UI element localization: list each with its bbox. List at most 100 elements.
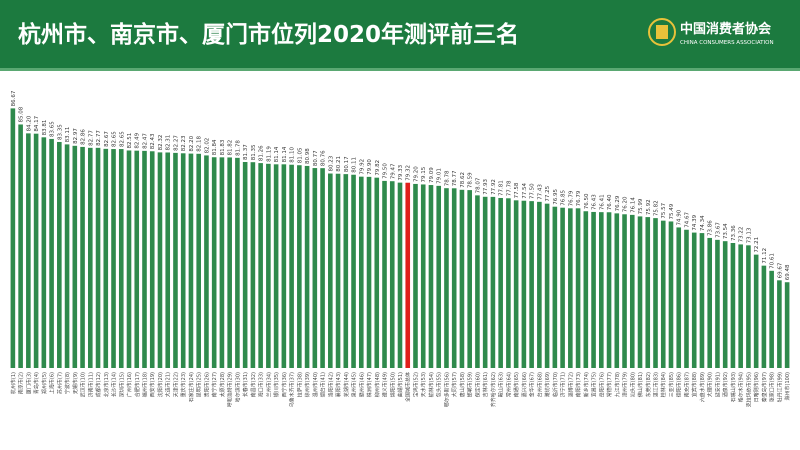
x-tick-label: 烟台市(41) <box>320 372 327 397</box>
x-tick-label: 宁波市(8) <box>64 372 71 394</box>
bar <box>606 212 612 368</box>
x-tick-label: 福州市(18) <box>141 372 148 397</box>
x-tick-label: 鄂尔多斯市(56) <box>443 372 450 407</box>
bar <box>660 220 666 368</box>
bar <box>583 211 589 368</box>
bar <box>180 153 186 368</box>
bar <box>118 149 124 368</box>
bar <box>95 147 101 368</box>
bar <box>258 163 263 368</box>
x-tick-label: 洛阳市(42) <box>327 372 334 397</box>
x-tick-label: 昆明市(25) <box>196 372 203 397</box>
bar <box>784 282 790 368</box>
bar <box>266 163 271 368</box>
value-label: 79.33 <box>398 164 404 180</box>
x-tick-label: 滁州市(100) <box>784 372 791 400</box>
x-tick-label: 海口市(33) <box>258 372 265 397</box>
value-label: 73.13 <box>746 227 752 243</box>
value-label: 79.01 <box>437 168 443 184</box>
bar <box>645 217 651 368</box>
bar <box>498 197 503 368</box>
value-label: 82.67 <box>104 131 110 147</box>
bar <box>211 157 217 368</box>
value-label: 73.36 <box>731 225 737 241</box>
bar <box>506 198 511 368</box>
bar <box>242 161 248 368</box>
value-label: 73.67 <box>715 222 721 238</box>
bar <box>436 185 442 368</box>
value-label: 81.05 <box>297 147 303 163</box>
x-tick-label: 临沂市(70) <box>552 372 559 397</box>
value-label: 82.32 <box>158 135 164 151</box>
bar <box>227 157 232 368</box>
value-label: 82.43 <box>150 133 156 149</box>
x-tick-label: 榆林市(54) <box>428 372 435 397</box>
value-label: 79.20 <box>413 166 419 182</box>
value-label: 81.35 <box>251 144 257 160</box>
bar <box>599 212 604 368</box>
bar <box>459 189 465 368</box>
bar <box>304 165 310 368</box>
bar <box>676 227 682 368</box>
bar <box>80 146 85 368</box>
value-label: 81.78 <box>235 140 241 156</box>
bar <box>41 137 47 368</box>
x-tick-label: 宜宾市(88) <box>691 372 698 397</box>
value-label: 76.41 <box>599 194 605 210</box>
x-tick-label: 鞍山市(63) <box>498 372 505 397</box>
x-tick-label: 秦皇岛市(97) <box>761 372 768 402</box>
value-label: 78.77 <box>452 170 458 186</box>
value-label: 81.82 <box>228 140 234 156</box>
value-label: 74.90 <box>677 209 683 225</box>
value-label: 78.62 <box>460 172 466 188</box>
x-tick-label: 格尔木市(94) <box>738 372 745 402</box>
org-name: 中国消费者协会 <box>680 21 772 37</box>
x-tick-label: 常德市(77) <box>606 372 613 397</box>
bar <box>149 151 155 368</box>
value-label: 82.77 <box>88 130 94 146</box>
value-label: 77.93 <box>483 179 489 195</box>
bar <box>134 150 140 368</box>
bar <box>289 164 294 368</box>
value-label: 77.92 <box>491 179 497 195</box>
bar <box>405 182 411 368</box>
x-tick-label: 遵义市(49) <box>382 372 389 397</box>
x-tick-label: 成都市(12) <box>95 372 102 397</box>
bar <box>18 124 23 368</box>
x-tick-label: 新乡市(74) <box>583 372 590 397</box>
value-label: 78.59 <box>468 172 474 188</box>
bar <box>451 188 457 368</box>
bar <box>10 108 16 369</box>
x-tick-label: 潍坊市(69) <box>544 372 551 397</box>
bar <box>629 214 635 368</box>
x-tick-label: 常州市(64) <box>505 372 512 397</box>
value-label: 82.47 <box>142 133 148 149</box>
value-label: 81.10 <box>290 146 296 162</box>
x-tick-label: 邯郸市(59) <box>467 372 474 397</box>
bar <box>420 184 426 368</box>
x-tick-label: 温州市(40) <box>312 372 319 397</box>
x-tick-label: 吉林市(61) <box>482 372 489 397</box>
value-label: 69.67 <box>777 262 783 278</box>
value-label: 83.11 <box>65 127 71 143</box>
value-label: 81.37 <box>243 144 249 160</box>
bar <box>467 190 472 368</box>
header-rule <box>0 68 800 71</box>
value-label: 77.54 <box>522 182 528 198</box>
value-label: 82.18 <box>197 136 203 152</box>
value-label: 74.39 <box>692 214 698 230</box>
bar <box>529 201 534 368</box>
bar <box>204 155 209 368</box>
bar <box>382 180 387 368</box>
x-tick-label: 合肥市(17) <box>134 372 141 397</box>
value-label: 76.85 <box>561 189 567 205</box>
x-tick-label: 杭州市(1) <box>10 372 17 394</box>
value-label: 72.21 <box>754 237 760 253</box>
x-tick-label: 赣州市(46) <box>358 372 365 397</box>
bar <box>730 243 736 368</box>
value-label: 76.79 <box>568 190 574 206</box>
value-label: 79.32 <box>406 165 412 181</box>
bar <box>475 195 480 368</box>
bar <box>444 188 449 368</box>
x-tick-label: 太原市(28) <box>219 372 226 397</box>
